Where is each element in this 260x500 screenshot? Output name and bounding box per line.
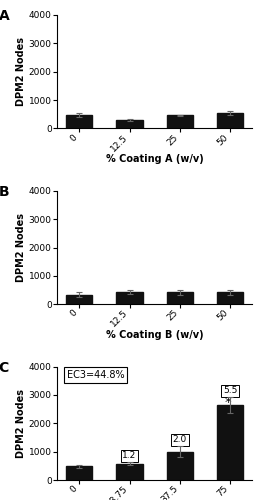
Bar <box>66 466 92 480</box>
Bar <box>66 294 92 304</box>
Text: 2.0: 2.0 <box>173 436 187 444</box>
Text: B: B <box>0 185 9 199</box>
Text: C: C <box>0 361 9 375</box>
Bar <box>116 120 143 128</box>
Bar <box>167 292 193 304</box>
Y-axis label: DPM2 Nodes: DPM2 Nodes <box>16 389 26 458</box>
Y-axis label: DPM2 Nodes: DPM2 Nodes <box>16 213 26 282</box>
Text: 1.2: 1.2 <box>122 451 137 460</box>
Text: A: A <box>0 10 9 24</box>
Bar <box>66 115 92 128</box>
Bar <box>116 292 143 304</box>
Y-axis label: DPM2 Nodes: DPM2 Nodes <box>16 37 26 106</box>
Bar <box>217 405 243 480</box>
Bar <box>217 113 243 128</box>
Bar <box>217 292 243 304</box>
Text: *: * <box>224 396 231 409</box>
Text: EC3=44.8%: EC3=44.8% <box>67 370 125 380</box>
Bar <box>167 116 193 128</box>
X-axis label: % Coating B (w/v): % Coating B (w/v) <box>106 330 204 340</box>
Bar <box>116 464 143 480</box>
Text: 5.5: 5.5 <box>223 386 237 395</box>
X-axis label: % Coating A (w/v): % Coating A (w/v) <box>106 154 204 164</box>
Bar <box>167 452 193 480</box>
